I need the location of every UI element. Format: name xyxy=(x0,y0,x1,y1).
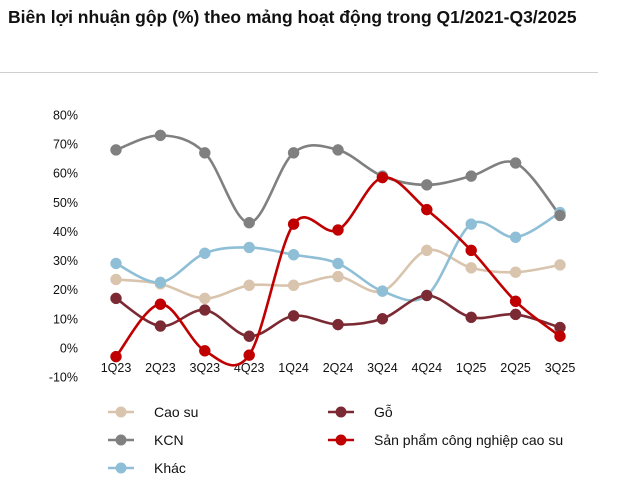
series-1-point xyxy=(376,313,389,325)
series-4-point xyxy=(110,257,122,270)
legend-swatch-marker xyxy=(115,406,127,418)
series-4-point xyxy=(243,241,255,254)
series-0-point xyxy=(421,244,433,257)
series-1-point xyxy=(421,289,433,302)
series-4-point xyxy=(376,285,389,297)
series-3-point xyxy=(243,349,255,361)
series-1-point xyxy=(332,318,344,331)
series-4-point xyxy=(287,248,300,261)
series-3-point xyxy=(110,350,122,363)
series-1-point xyxy=(465,311,477,324)
legend-item: Sản phẩm công nghiệp cao su xyxy=(328,432,563,448)
legend-label: KCN xyxy=(154,432,184,448)
legend-item: Gỗ xyxy=(328,404,393,420)
legend-swatch-marker xyxy=(115,462,127,474)
series-3-point xyxy=(199,345,211,357)
legend-label: Khác xyxy=(154,460,186,476)
x-tick-label: 1Q24 xyxy=(278,361,309,375)
series-4-point xyxy=(465,218,477,230)
y-tick-label: -10% xyxy=(49,371,78,385)
x-tick-label: 3Q25 xyxy=(545,361,576,375)
series-3-point xyxy=(421,203,433,216)
series-0-point xyxy=(465,262,477,274)
x-tick-label: 2Q23 xyxy=(145,361,176,375)
y-tick-label: 50% xyxy=(53,196,78,210)
legend-swatch-marker xyxy=(335,434,347,446)
series-3-point xyxy=(509,295,522,308)
legend-item: Cao su xyxy=(108,404,198,420)
x-tick-label: 3Q23 xyxy=(190,361,221,375)
series-2-point xyxy=(287,147,300,159)
y-tick-label: 30% xyxy=(53,254,78,268)
legend-label: Gỗ xyxy=(374,404,393,420)
series-lines xyxy=(114,134,562,367)
series-2-point xyxy=(554,209,566,222)
series-3-line xyxy=(114,176,562,367)
series-1-point xyxy=(243,330,255,342)
y-tick-label: 40% xyxy=(53,225,78,239)
series-2-point xyxy=(465,170,477,182)
x-tick-label: 3Q24 xyxy=(367,361,398,375)
series-1-point xyxy=(199,304,211,316)
series-2-point xyxy=(110,144,122,156)
series-0-point xyxy=(554,259,566,271)
y-tick-label: 70% xyxy=(53,138,78,152)
series-4-point xyxy=(154,276,167,289)
legend-item: KCN xyxy=(108,432,184,448)
x-tick-label: 2Q24 xyxy=(323,361,354,375)
series-0-point xyxy=(110,273,122,286)
series-4-point xyxy=(199,247,211,260)
series-1-point xyxy=(287,310,300,322)
series-1-point xyxy=(509,308,522,321)
y-tick-label: 80% xyxy=(53,109,78,123)
x-tick-label: 2Q25 xyxy=(500,361,531,375)
series-0-point xyxy=(332,270,344,283)
series-2-point xyxy=(154,129,167,142)
y-tick-label: 60% xyxy=(53,167,78,181)
title-divider xyxy=(0,72,598,73)
series-2-point xyxy=(421,179,433,191)
legend-label: Sản phẩm công nghiệp cao su xyxy=(374,432,563,448)
series-3-point xyxy=(465,244,477,257)
y-tick-label: 0% xyxy=(60,341,78,355)
series-1-point xyxy=(154,320,167,332)
series-0-point xyxy=(199,292,211,305)
legend-swatch-marker xyxy=(335,406,347,418)
series-2-point xyxy=(332,144,344,156)
x-tick-label: 4Q24 xyxy=(412,361,443,375)
y-tick-label: 20% xyxy=(53,283,78,297)
legend-item: Khác xyxy=(108,460,186,476)
series-4-point xyxy=(509,231,522,244)
x-tick-label: 4Q23 xyxy=(234,361,265,375)
legend-swatch-marker xyxy=(115,434,127,446)
x-tick-label: 1Q25 xyxy=(456,361,487,375)
x-tick-label: 1Q23 xyxy=(101,361,132,375)
series-0-point xyxy=(243,279,255,292)
series-2-point xyxy=(199,147,211,159)
series-3-point xyxy=(287,218,300,230)
series-2-point xyxy=(509,157,522,169)
series-2-point xyxy=(243,216,255,229)
y-tick-label: 10% xyxy=(53,312,78,326)
series-4-point xyxy=(332,257,344,270)
series-3-point xyxy=(154,298,167,310)
x-axis: 1Q23 2Q23 3Q23 4Q23 1Q24 2Q24 3Q24 4Q24 1Q25 2Q25… xyxy=(101,361,576,375)
series-markers xyxy=(110,129,566,363)
legend: Cao su Gỗ KCN Sản phẩm công nghiệp cao su Kh… xyxy=(108,404,563,476)
chart-title: Biên lợi nhuận gộp (%) theo mảng hoạt độ… xyxy=(8,7,577,27)
series-0-point xyxy=(509,266,522,278)
series-3-point xyxy=(554,330,566,342)
series-3-point xyxy=(332,224,344,236)
series-0-point xyxy=(287,279,300,292)
y-axis: 80% 70% 60% 50% 40% 30% 20% 10% 0% -10% xyxy=(49,109,78,385)
series-1-point xyxy=(110,292,122,305)
legend-label: Cao su xyxy=(154,404,198,420)
series-3-point xyxy=(376,171,389,184)
